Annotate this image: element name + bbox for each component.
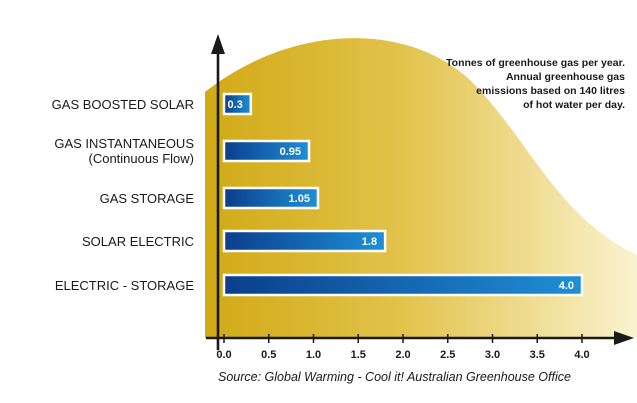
x-tick-label: 0.0 (216, 349, 231, 361)
x-tick-label: 3.5 (530, 349, 545, 361)
x-tick-label: 2.5 (440, 349, 455, 361)
x-tick-label: 1.0 (306, 349, 321, 361)
bar-value-label: 1.8 (362, 236, 377, 248)
category-label-line: (Continuous Flow) (88, 151, 195, 166)
category-label: GAS BOOSTED SOLAR (52, 97, 194, 112)
x-tick-label: 3.0 (485, 349, 500, 361)
bar (222, 273, 584, 297)
category-label-line: GAS BOOSTED SOLAR (51, 96, 194, 112)
category-label-line: ELECTRIC - STORAGE (54, 277, 194, 293)
bars-layer: 0.3 0.95 1.05 1.8 4.0 (222, 92, 584, 297)
category-label-line: SOLAR ELECTRIC (82, 233, 194, 249)
category-label: ELECTRIC - STORAGE (55, 278, 194, 293)
x-tick-label: 2.0 (395, 349, 410, 361)
bar (222, 186, 320, 210)
x-tick-label: 4.0 (574, 349, 589, 361)
annotation-line: of hot water per day. (523, 99, 625, 111)
annotation-line: emissions based on 140 litres (476, 85, 625, 97)
bar (222, 229, 387, 253)
annotation-line: Tonnes of greenhouse gas per year. (446, 57, 625, 69)
bar-value-label: 0.95 (280, 146, 301, 158)
x-axis-arrow (614, 331, 634, 345)
bar-value-label: 1.05 (289, 193, 310, 205)
category-label: SOLAR ELECTRIC (82, 234, 194, 249)
category-label: GAS INSTANTANEOUS (Continuous Flow) (54, 136, 194, 166)
chart-annotation: Tonnes of greenhouse gas per year. Annua… (395, 56, 625, 112)
x-tick-label: 0.5 (261, 349, 276, 361)
x-tick-label: 1.5 (351, 349, 366, 361)
bar (222, 92, 253, 116)
annotation-line: Annual greenhouse gas (505, 71, 625, 83)
y-axis-arrow (211, 34, 225, 54)
category-label: GAS STORAGE (100, 191, 194, 206)
background-hill (205, 38, 637, 339)
bar-value-label: 4.0 (559, 280, 574, 292)
category-label-line: GAS STORAGE (99, 190, 194, 206)
bar (222, 139, 311, 163)
source-caption: Source: Global Warming - Cool it! Austra… (218, 370, 571, 384)
bar-value-label: 0.3 (228, 99, 243, 111)
category-label-line: GAS INSTANTANEOUS (54, 136, 194, 151)
axis-layer: 0.0 0.5 1.0 1.5 2.0 2.5 3.0 3.5 4.0 (206, 34, 634, 361)
